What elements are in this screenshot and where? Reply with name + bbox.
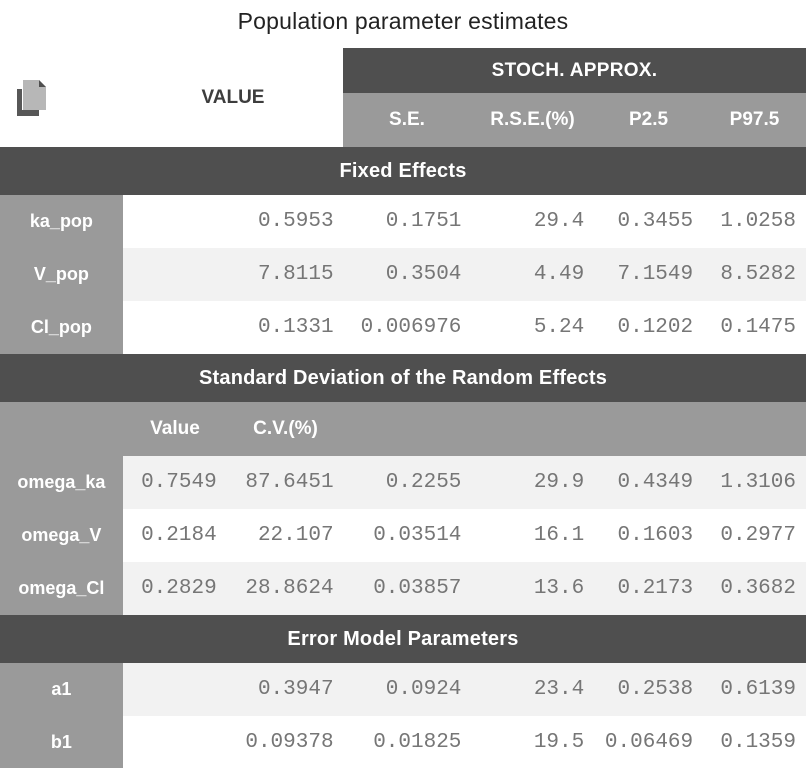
param-label-omega_ka: omega_ka (0, 456, 123, 509)
cell-rse: 13.6 (533, 577, 585, 600)
random-effects-subheader: Value C.V.(%) (0, 402, 806, 456)
param-label-omega_V: omega_V (0, 509, 123, 562)
cell-value: 0.7549 (141, 471, 217, 494)
cell-p97-5: 8.5282 (720, 263, 796, 286)
cell-cv: 22.107 (257, 524, 334, 547)
column-header-p2-5: P2.5 (628, 109, 669, 130)
table-row-omega_ka: omega_ka 0.7549 87.6451 0.2255 29.9 0.4349 1.3… (0, 456, 806, 509)
cell-value: 7.8115 (257, 263, 334, 286)
table-row-ka_pop: ka_pop 0.5953 0.1751 29.4 0.3455 1.0258 (0, 195, 806, 248)
column-header-re-value: Value (150, 418, 200, 439)
param-label-V_pop: V_pop (0, 248, 123, 301)
cell-cv: 87.6451 (245, 471, 334, 494)
section-header-standard-deviation-of-the-random-effects: Standard Deviation of the Random Effects (0, 354, 806, 402)
table-row-a1: a1 0.3947 0.0924 23.4 0.2538 0.6139 (0, 663, 806, 716)
cell-p97-5: 0.2977 (720, 524, 796, 547)
table-row-b1: b1 0.09378 0.01825 19.5 0.06469 0.1359 (0, 716, 806, 768)
column-header-value: VALUE (201, 86, 265, 108)
cell-rse: 5.24 (533, 316, 585, 339)
cell-rse: 29.4 (533, 210, 585, 233)
stoch-approx-subcolumns: S.E. R.S.E.(%) P2.5 P97.5 (343, 93, 806, 147)
cell-p2-5: 0.4349 (617, 471, 694, 494)
copy-icon (17, 80, 46, 116)
cell-p2-5: 0.1202 (617, 316, 694, 339)
column-header-re-cv: C.V.(%) (253, 418, 318, 439)
cell-value: 0.1331 (257, 316, 334, 339)
section-header-fixed-effects: Fixed Effects (0, 147, 806, 195)
cell-p2-5: 0.3455 (617, 210, 694, 233)
page-title: Population parameter estimates (237, 7, 569, 34)
cell-p97-5: 0.1475 (720, 316, 796, 339)
cell-value: 0.5953 (257, 210, 334, 233)
cell-se: 0.03857 (373, 577, 462, 600)
cell-se: 0.2255 (385, 471, 462, 494)
column-header-rse: R.S.E.(%) (490, 109, 575, 130)
table-body: Fixed Effects ka_pop 0.5953 0.1751 29.4 0.345… (0, 147, 806, 768)
cell-se: 0.3504 (385, 263, 462, 286)
cell-p2-5: 0.2538 (617, 678, 694, 701)
column-group-header-stoch-approx: STOCH. APPROX. (343, 48, 806, 93)
table-row-omega_Cl: omega_Cl 0.2829 28.8624 0.03857 13.6 0.2173 0.… (0, 562, 806, 615)
param-label-omega_Cl: omega_Cl (0, 562, 123, 615)
cell-cv: 28.8624 (245, 577, 334, 600)
cell-se: 0.03514 (373, 524, 462, 547)
cell-se: 0.1751 (385, 210, 462, 233)
table-row-omega_V: omega_V 0.2184 22.107 0.03514 16.1 0.1603 0.29… (0, 509, 806, 562)
cell-se: 0.006976 (360, 316, 462, 339)
cell-p2-5: 7.1549 (617, 263, 694, 286)
table-row-Cl_pop: Cl_pop 0.1331 0.006976 5.24 0.1202 0.1475 (0, 301, 806, 354)
cell-rse: 23.4 (533, 678, 585, 701)
param-label-b1: b1 (0, 716, 123, 768)
param-label-ka_pop: ka_pop (0, 195, 123, 248)
table-header-left: VALUE (0, 48, 343, 147)
cell-p97-5: 0.3682 (720, 577, 796, 600)
column-header-se: S.E. (389, 109, 425, 130)
cell-p2-5: 0.06469 (604, 731, 694, 754)
cell-rse: 16.1 (533, 524, 585, 547)
table-header-right: STOCH. APPROX. S.E. R.S.E.(%) P2.5 P97.5 (343, 48, 806, 147)
cell-rse: 4.49 (533, 263, 585, 286)
section-header-error-model-parameters: Error Model Parameters (0, 615, 806, 663)
cell-value: 0.2829 (141, 577, 217, 600)
param-label-a1: a1 (0, 663, 123, 716)
table-header: VALUE STOCH. APPROX. S.E. R.S.E.(%) P2.5… (0, 48, 806, 147)
cell-rse: 19.5 (533, 731, 585, 754)
cell-p2-5: 0.1603 (617, 524, 694, 547)
cell-se: 0.0924 (385, 678, 462, 701)
copy-table-button[interactable] (12, 78, 50, 118)
param-label-Cl_pop: Cl_pop (0, 301, 123, 354)
cell-rse: 29.9 (533, 471, 585, 494)
column-header-p97-5: P97.5 (729, 109, 780, 130)
cell-p97-5: 0.1359 (720, 731, 796, 754)
cell-value: 0.3947 (257, 678, 334, 701)
cell-se: 0.01825 (373, 731, 462, 754)
cell-value: 0.09378 (245, 731, 334, 754)
table-row-V_pop: V_pop 7.8115 0.3504 4.49 7.1549 8.5282 (0, 248, 806, 301)
cell-value: 0.2184 (141, 524, 217, 547)
cell-p2-5: 0.2173 (617, 577, 694, 600)
cell-p97-5: 1.0258 (720, 210, 796, 233)
cell-p97-5: 0.6139 (720, 678, 796, 701)
cell-p97-5: 1.3106 (720, 471, 796, 494)
